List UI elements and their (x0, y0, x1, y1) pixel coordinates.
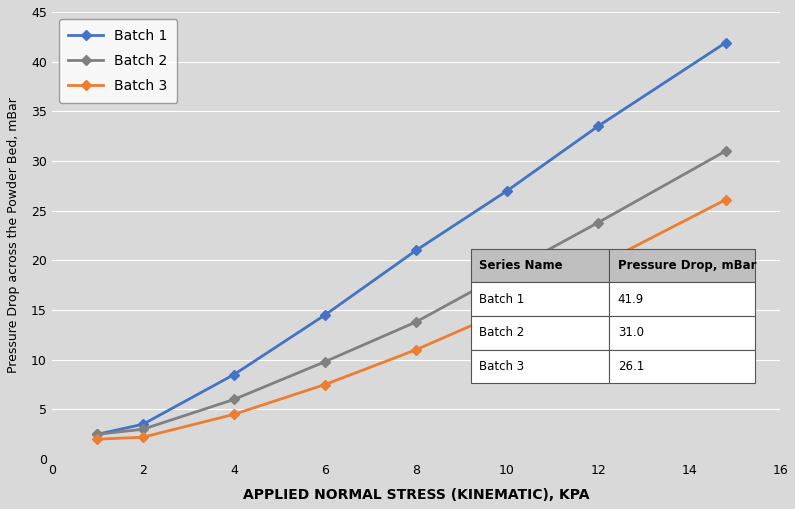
Batch 1 (138, 421, 148, 428)
FancyBboxPatch shape (609, 282, 754, 316)
Batch 3 (229, 411, 238, 417)
FancyBboxPatch shape (471, 282, 609, 316)
Text: Pressure Drop, mBar: Pressure Drop, mBar (618, 259, 756, 272)
Text: Batch 2: Batch 2 (479, 326, 525, 340)
Batch 3 (411, 347, 421, 353)
Line: Batch 2: Batch 2 (94, 148, 729, 438)
Batch 2 (502, 269, 512, 275)
Batch 1 (721, 40, 731, 46)
Batch 2 (411, 319, 421, 325)
Line: Batch 3: Batch 3 (94, 196, 729, 443)
Text: Batch 1: Batch 1 (479, 293, 525, 306)
Text: Batch 3: Batch 3 (479, 360, 525, 373)
Y-axis label: Pressure Drop across the Powder Bed, mBar: Pressure Drop across the Powder Bed, mBa… (7, 98, 20, 374)
FancyBboxPatch shape (609, 249, 754, 282)
Batch 3 (593, 262, 603, 268)
Batch 1 (229, 372, 238, 378)
FancyBboxPatch shape (471, 316, 609, 350)
Text: 41.9: 41.9 (618, 293, 644, 306)
X-axis label: APPLIED NORMAL STRESS (KINEMATIC), KPA: APPLIED NORMAL STRESS (KINEMATIC), KPA (242, 488, 589, 502)
Batch 2 (138, 426, 148, 432)
Batch 2 (593, 219, 603, 225)
Batch 1 (502, 188, 512, 194)
FancyBboxPatch shape (471, 249, 609, 282)
FancyBboxPatch shape (609, 316, 754, 350)
Batch 3 (502, 307, 512, 313)
Legend: Batch 1, Batch 2, Batch 3: Batch 1, Batch 2, Batch 3 (59, 19, 177, 102)
Batch 1 (320, 312, 330, 318)
Text: 26.1: 26.1 (618, 360, 644, 373)
Batch 3 (721, 196, 731, 203)
Line: Batch 1: Batch 1 (94, 39, 729, 438)
Batch 2 (92, 431, 102, 437)
Batch 2 (320, 359, 330, 365)
Batch 3 (92, 436, 102, 442)
Batch 2 (721, 148, 731, 154)
Batch 1 (92, 431, 102, 437)
Batch 3 (320, 382, 330, 388)
Batch 2 (229, 397, 238, 403)
FancyBboxPatch shape (609, 350, 754, 383)
Text: 31.0: 31.0 (618, 326, 644, 340)
Batch 3 (138, 434, 148, 440)
Batch 1 (593, 123, 603, 129)
FancyBboxPatch shape (471, 350, 609, 383)
Batch 1 (411, 247, 421, 253)
Text: Series Name: Series Name (479, 259, 563, 272)
